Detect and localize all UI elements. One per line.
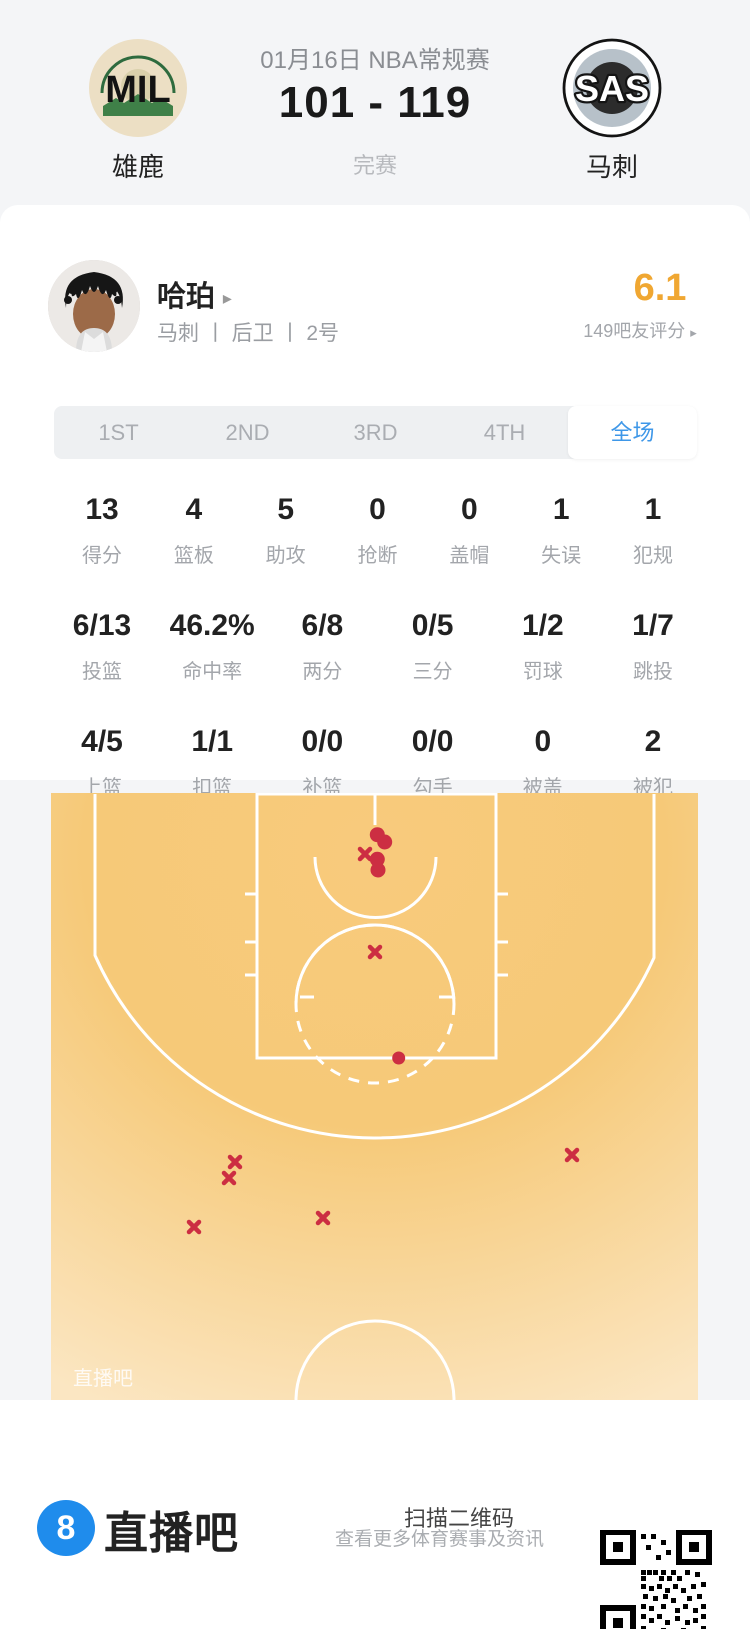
svg-text:直播吧: 直播吧: [73, 1367, 133, 1390]
